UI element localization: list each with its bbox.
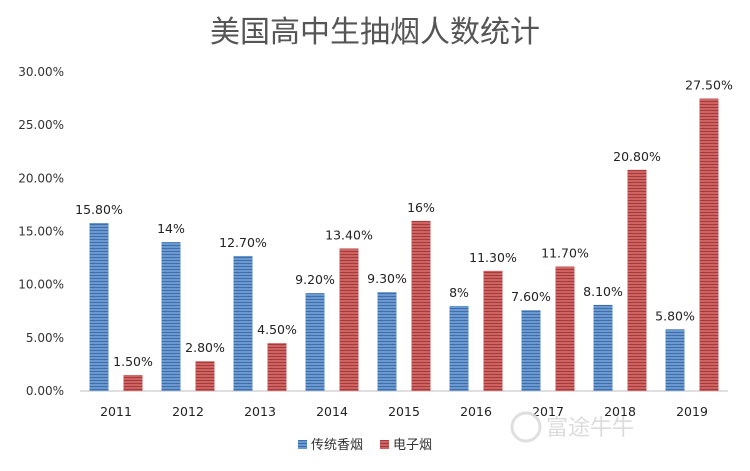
x-tick-label: 2011 xyxy=(100,404,132,419)
x-tick-label: 2017 xyxy=(532,404,564,419)
legend-swatch-traditional xyxy=(298,440,307,449)
x-tick-label: 2012 xyxy=(172,404,204,419)
data-label: 14% xyxy=(157,221,185,236)
y-tick-label: 25.00% xyxy=(18,118,64,132)
y-tick-label: 0.00% xyxy=(26,384,64,398)
x-tick-label: 2015 xyxy=(388,404,420,419)
data-label: 7.60% xyxy=(511,289,551,304)
data-label: 9.20% xyxy=(295,272,335,287)
y-tick-label: 5.00% xyxy=(26,331,64,345)
futu-logo-icon xyxy=(510,411,542,443)
bar-traditional-cigarette xyxy=(449,305,469,391)
chart-title: 美国高中生抽烟人数统计 xyxy=(210,15,540,50)
bar-e-cigarette xyxy=(123,375,143,391)
data-label: 13.40% xyxy=(325,228,373,243)
bars xyxy=(89,98,719,391)
y-tick-label: 30.00% xyxy=(18,65,64,79)
legend: 传统香烟 电子烟 xyxy=(298,438,432,453)
data-labels: 15.80% 1.50% 14% 2.80% 12.70% 4.50% 9.20% 13.40… xyxy=(75,78,733,369)
x-tick-label: 2016 xyxy=(460,404,492,419)
bar-traditional-cigarette xyxy=(377,292,397,391)
data-label: 20.80% xyxy=(613,149,661,164)
data-label: 1.50% xyxy=(113,354,153,369)
data-label: 11.30% xyxy=(469,250,517,265)
data-label: 12.70% xyxy=(219,235,267,250)
x-tick-label: 2013 xyxy=(244,404,276,419)
x-tick-label: 2019 xyxy=(676,404,708,419)
data-label: 2.80% xyxy=(185,340,225,355)
legend-label: 传统香烟 xyxy=(311,438,363,453)
watermark-text: 富途牛牛 xyxy=(546,416,634,441)
bar-e-cigarette xyxy=(483,270,503,391)
bar-e-cigarette xyxy=(699,98,719,391)
data-label: 11.70% xyxy=(541,246,589,261)
bar-traditional-cigarette xyxy=(521,310,541,391)
data-label: 27.50% xyxy=(685,78,733,93)
bar-traditional-cigarette xyxy=(161,242,181,391)
bar-traditional-cigarette xyxy=(593,304,613,391)
data-label: 5.80% xyxy=(655,308,695,323)
legend-label: 电子烟 xyxy=(393,438,432,453)
bar-traditional-cigarette xyxy=(89,222,109,391)
bar-e-cigarette xyxy=(411,220,431,391)
x-tick-label: 2014 xyxy=(316,404,348,419)
axes: 0.00% 5.00% 10.00% 15.00% 20.00% 25.00% 30.00%… xyxy=(18,65,728,419)
y-tick-label: 20.00% xyxy=(18,171,64,185)
y-tick-label: 15.00% xyxy=(18,225,64,239)
bar-traditional-cigarette xyxy=(305,293,325,391)
data-label: 8% xyxy=(449,285,469,300)
data-label: 9.30% xyxy=(367,271,407,286)
data-label: 16% xyxy=(407,200,435,215)
bar-e-cigarette xyxy=(555,266,575,391)
y-tick-label: 10.00% xyxy=(18,278,64,292)
data-label: 15.80% xyxy=(75,202,123,217)
watermark: 富途牛牛 xyxy=(510,411,634,443)
data-label: 4.50% xyxy=(257,322,297,337)
x-tick-label: 2018 xyxy=(604,404,636,419)
bar-traditional-cigarette xyxy=(233,255,253,391)
data-label: 8.10% xyxy=(583,284,623,299)
bar-traditional-cigarette xyxy=(665,329,685,391)
bar-e-cigarette xyxy=(267,343,287,391)
bar-e-cigarette xyxy=(195,361,215,391)
bar-e-cigarette xyxy=(627,169,647,391)
bar-e-cigarette xyxy=(339,248,359,391)
legend-swatch-e-cigarette xyxy=(380,440,389,449)
